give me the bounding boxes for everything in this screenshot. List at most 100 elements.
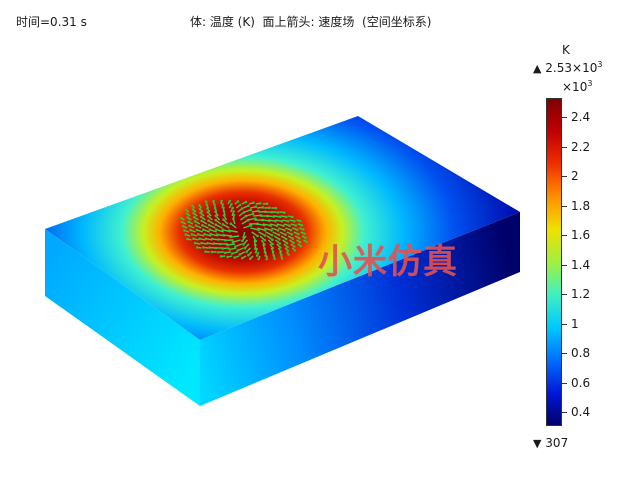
velocity-arrow-head bbox=[188, 224, 191, 228]
velocity-arrow-head bbox=[193, 215, 196, 219]
velocity-arrow-head bbox=[288, 224, 291, 227]
block-left-face bbox=[45, 229, 200, 406]
legend-multiplier-text: ×10 bbox=[562, 80, 588, 94]
velocity-arrow-head bbox=[186, 216, 189, 219]
velocity-arrow-head bbox=[249, 257, 252, 261]
velocity-arrow-head bbox=[212, 242, 216, 245]
velocity-arrow-head bbox=[185, 212, 189, 215]
velocity-arrow-head bbox=[213, 203, 216, 206]
velocity-arrow-head bbox=[278, 238, 281, 241]
velocity-arrow-head bbox=[226, 255, 229, 259]
velocity-arrow-head bbox=[187, 220, 190, 223]
velocity-arrow-head bbox=[222, 218, 225, 221]
velocity-arrow-head bbox=[220, 199, 223, 203]
velocity-arrow bbox=[243, 224, 252, 229]
velocity-arrow-head bbox=[299, 244, 303, 248]
velocity-arrow-head bbox=[245, 250, 248, 253]
velocity-arrow-head bbox=[226, 243, 229, 247]
velocity-arrow-head bbox=[192, 237, 195, 240]
colorbar-tick-label: 0.4 bbox=[571, 405, 591, 419]
velocity-arrow-head bbox=[293, 249, 297, 252]
velocity-arrow-head bbox=[274, 206, 278, 210]
velocity-arrow-head bbox=[198, 207, 202, 211]
velocity-arrow-head bbox=[229, 235, 232, 239]
velocity-arrow-head bbox=[302, 228, 305, 231]
velocity-arrow-head bbox=[242, 243, 245, 246]
velocity-arrows bbox=[180, 199, 308, 261]
velocity-arrow bbox=[247, 217, 256, 221]
velocity-arrow-head bbox=[217, 238, 220, 241]
velocity-arrow bbox=[257, 227, 266, 231]
velocity-arrow-head bbox=[217, 251, 220, 254]
time-label: 时间=0.31 s bbox=[16, 15, 87, 29]
velocity-arrow-head bbox=[256, 234, 259, 238]
velocity-arrow bbox=[228, 229, 238, 233]
velocity-arrow-head bbox=[199, 215, 203, 219]
velocity-arrow-head bbox=[294, 224, 298, 227]
velocity-arrow-head bbox=[280, 253, 283, 257]
velocity-arrow-head bbox=[263, 229, 267, 232]
legend-max-exponent: 3 bbox=[597, 60, 603, 69]
velocity-arrow-head bbox=[195, 228, 199, 232]
velocity-arrow-head bbox=[200, 241, 203, 245]
legend-multiplier: ×103 bbox=[562, 79, 592, 94]
velocity-arrow-head bbox=[231, 206, 234, 210]
velocity-arrow-head bbox=[205, 203, 209, 207]
velocity-arrow-head bbox=[280, 257, 284, 260]
velocity-arrow-head bbox=[283, 229, 286, 232]
velocity-arrow-head bbox=[270, 233, 274, 237]
velocity-arrow-head bbox=[184, 233, 188, 236]
velocity-arrow-head bbox=[254, 250, 258, 254]
min-triangle-icon: ▼ bbox=[533, 437, 542, 450]
velocity-arrow-head bbox=[238, 203, 242, 207]
legend-min-text: 307 bbox=[545, 436, 569, 450]
legend-max-text: 2.53×10 bbox=[545, 61, 598, 75]
colorbar-tick-label: 2.4 bbox=[571, 110, 591, 124]
velocity-arrow-head bbox=[290, 233, 294, 236]
velocity-arrow-head bbox=[214, 214, 217, 218]
velocity-arrow-head bbox=[286, 245, 289, 249]
velocity-arrow bbox=[230, 235, 240, 238]
velocity-arrow-head bbox=[232, 213, 236, 217]
velocity-arrow-head bbox=[201, 224, 204, 227]
velocity-arrow-head bbox=[275, 224, 279, 228]
velocity-arrow-head bbox=[291, 215, 294, 219]
velocity-arrow-head bbox=[206, 241, 209, 245]
velocity-arrow-head bbox=[228, 248, 231, 251]
velocity-arrow-head bbox=[285, 241, 289, 245]
velocity-arrow-head bbox=[219, 255, 223, 258]
colorbar-tick-label: 1 bbox=[571, 317, 579, 331]
velocity-arrow-head bbox=[219, 242, 222, 246]
velocity-arrow-head bbox=[198, 237, 201, 240]
velocity-arrow-head bbox=[230, 203, 233, 206]
velocity-arrow-head bbox=[257, 257, 260, 261]
colorbar-tick-mark bbox=[562, 353, 567, 354]
velocity-arrow-head bbox=[214, 218, 217, 222]
velocity-arrow-head bbox=[230, 252, 234, 255]
velocity-arrow-head bbox=[251, 212, 255, 216]
velocity-arrow-head bbox=[304, 236, 307, 240]
legend-unit: K bbox=[562, 43, 570, 57]
velocity-arrow-head bbox=[206, 215, 210, 218]
velocity-arrow-head bbox=[261, 206, 265, 209]
velocity-arrow-head bbox=[270, 210, 274, 214]
velocity-arrow-head bbox=[207, 223, 211, 227]
velocity-arrow-head bbox=[180, 216, 183, 220]
velocity-arrow-head bbox=[287, 253, 290, 256]
velocity-arrow-head bbox=[193, 220, 197, 223]
velocity-arrow-head bbox=[221, 203, 224, 206]
velocity-arrow-head bbox=[263, 238, 267, 242]
velocity-arrow-head bbox=[241, 239, 244, 243]
colorbar-tick-mark bbox=[562, 206, 567, 207]
velocity-arrow-head bbox=[222, 214, 226, 217]
velocity-arrow-head bbox=[241, 256, 244, 260]
velocity-arrow-head bbox=[303, 232, 306, 235]
velocity-arrow-head bbox=[233, 256, 236, 259]
velocity-arrow-head bbox=[278, 242, 282, 245]
velocity-arrow-head bbox=[284, 237, 288, 241]
velocity-arrow-head bbox=[277, 233, 281, 237]
velocity-arrow-head bbox=[194, 224, 198, 227]
velocity-arrow-head bbox=[240, 207, 244, 210]
colorbar-tick-mark bbox=[562, 176, 567, 177]
velocity-arrow-head bbox=[276, 211, 280, 214]
